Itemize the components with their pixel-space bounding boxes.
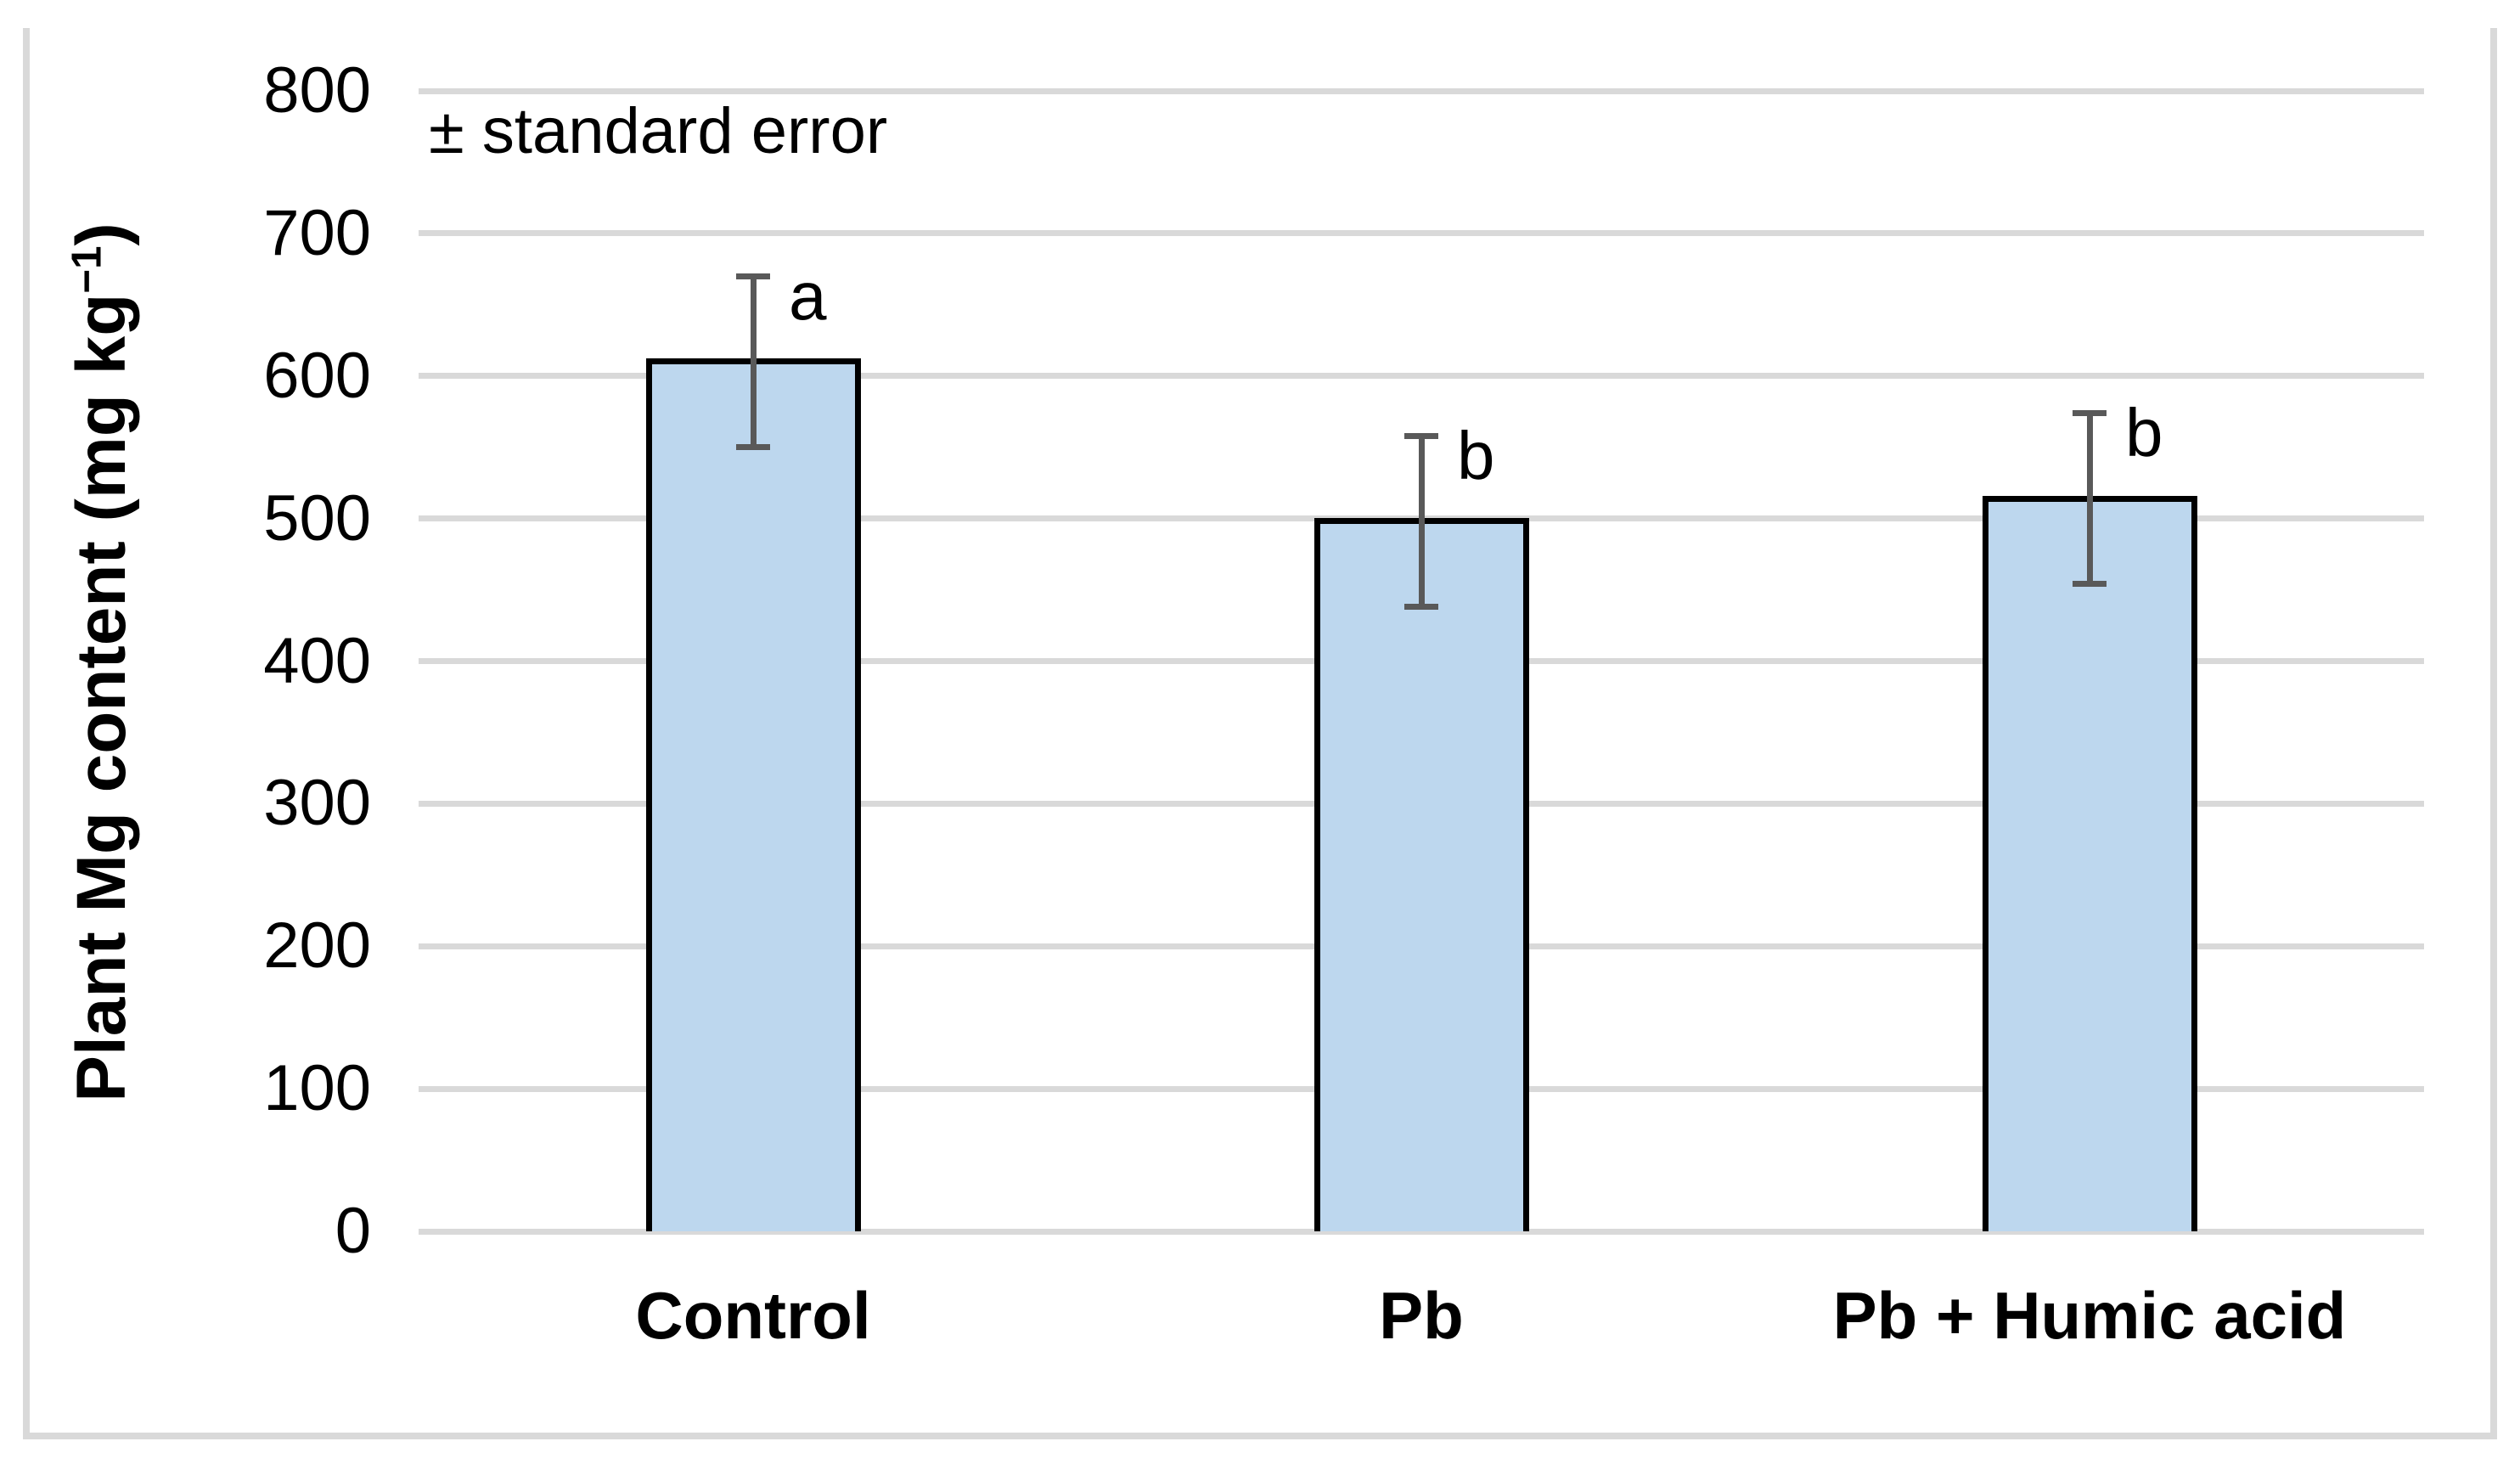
gridline xyxy=(419,373,2424,380)
bar xyxy=(1982,495,2197,1231)
y-tick-label: 700 xyxy=(263,196,371,269)
significance-letter: a xyxy=(789,258,827,335)
significance-letter: b xyxy=(1457,418,1495,494)
bar xyxy=(1313,518,1529,1231)
y-axis-title-superscript: −1 xyxy=(63,245,110,294)
y-tick-label: 200 xyxy=(263,909,371,983)
gridline xyxy=(419,230,2424,237)
error-bar-line xyxy=(2086,413,2093,584)
error-bar-cap xyxy=(1404,432,1438,439)
y-tick-label: 0 xyxy=(335,1195,371,1267)
error-bar-cap xyxy=(736,273,770,279)
y-tick-label: 100 xyxy=(263,1052,371,1125)
error-bar-line xyxy=(1418,436,1425,607)
y-axis-title-close: ) xyxy=(63,222,140,246)
error-bar-cap xyxy=(2073,409,2107,416)
x-axis-category-label: Pb + Humic acid xyxy=(1832,1278,2347,1353)
error-bar-cap xyxy=(736,444,770,451)
y-axis-title: Plant Mg content (mg kg−1) xyxy=(62,222,142,1102)
y-tick-label: 400 xyxy=(263,624,371,697)
error-bar-cap xyxy=(2073,581,2107,588)
y-tick-label: 600 xyxy=(263,339,371,412)
error-bar-line xyxy=(750,276,757,448)
bar xyxy=(645,358,861,1231)
standard-error-annotation: ± standard error xyxy=(429,95,888,167)
x-axis-category-label: Pb xyxy=(1379,1278,1464,1353)
error-bar-cap xyxy=(1404,604,1438,611)
y-axis-title-text: Plant Mg content (mg kg xyxy=(63,293,140,1102)
figure-border xyxy=(23,28,2497,1439)
gridline xyxy=(419,87,2424,94)
y-tick-label: 300 xyxy=(263,767,371,840)
y-tick-label: 800 xyxy=(263,54,371,127)
significance-letter: b xyxy=(2125,395,2163,471)
gridline xyxy=(419,1228,2424,1235)
x-axis-category-label: Control xyxy=(635,1278,871,1353)
y-tick-label: 500 xyxy=(263,481,371,555)
